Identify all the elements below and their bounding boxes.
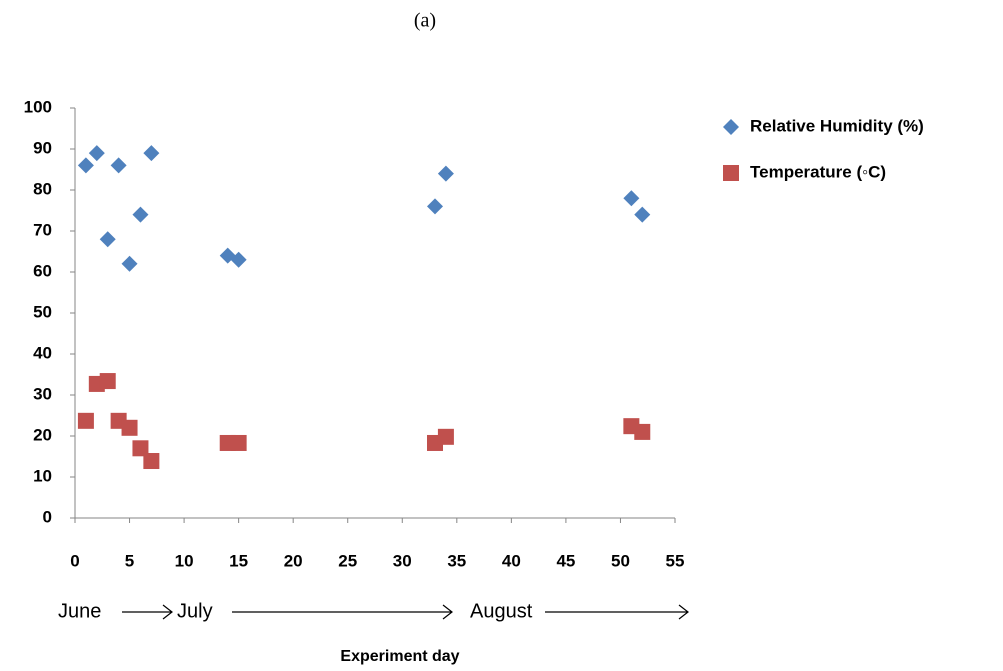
legend-marker — [723, 119, 739, 135]
point — [634, 206, 651, 223]
panel-label: (a) — [414, 10, 436, 32]
y-tick-label: 30 — [33, 384, 52, 403]
point — [623, 190, 640, 207]
arrow — [122, 604, 173, 620]
x-tick-label: 10 — [175, 551, 194, 570]
x-tick-label: 45 — [556, 551, 575, 570]
arrow — [232, 604, 453, 620]
point — [132, 206, 149, 223]
point — [77, 412, 94, 429]
arrow — [545, 604, 689, 620]
point — [437, 428, 454, 445]
point — [110, 157, 127, 174]
x-axis-label: Experiment day — [340, 648, 459, 665]
legend-label: Relative Humidity (%) — [750, 116, 924, 135]
y-tick-label: 0 — [43, 507, 52, 526]
annotation: July — [177, 600, 213, 622]
x-tick-label: 25 — [338, 551, 357, 570]
y-tick-label: 50 — [33, 302, 52, 321]
x-tick-label: 15 — [229, 551, 248, 570]
y-tick-label: 80 — [33, 179, 52, 198]
point — [143, 453, 160, 470]
y-tick-label: 20 — [33, 425, 52, 444]
point — [77, 157, 94, 174]
x-tick-label: 0 — [70, 551, 79, 570]
y-tick-label: 90 — [33, 138, 52, 157]
point — [99, 373, 116, 390]
annotation-arrows — [122, 604, 689, 620]
legend-marker — [723, 165, 739, 181]
point — [427, 198, 443, 215]
y-tick-label: 100 — [24, 97, 52, 116]
point — [230, 251, 247, 268]
legend-label: Temperature (◦C) — [750, 162, 886, 181]
y-tick-label: 70 — [33, 220, 52, 239]
x-tick-label: 50 — [611, 551, 630, 570]
y-tick-label: 10 — [33, 466, 52, 485]
x-tick-label: 35 — [447, 551, 466, 570]
point — [88, 145, 105, 162]
point — [230, 434, 247, 451]
x-tick-label: 5 — [125, 551, 134, 570]
y-tick-label: 40 — [33, 343, 52, 362]
x-tick-label: 20 — [284, 551, 303, 570]
point — [121, 419, 138, 436]
x-tick-label: 30 — [393, 551, 412, 570]
point — [121, 255, 138, 272]
x-tick-label: 40 — [502, 551, 521, 570]
annotation: June — [58, 600, 101, 622]
x-tick-label: 55 — [666, 551, 685, 570]
annotation: August — [470, 600, 533, 622]
point — [437, 165, 454, 182]
y-tick-label: 60 — [33, 261, 52, 280]
point — [132, 440, 149, 457]
point — [99, 231, 116, 248]
point — [143, 145, 160, 162]
point — [634, 423, 651, 440]
